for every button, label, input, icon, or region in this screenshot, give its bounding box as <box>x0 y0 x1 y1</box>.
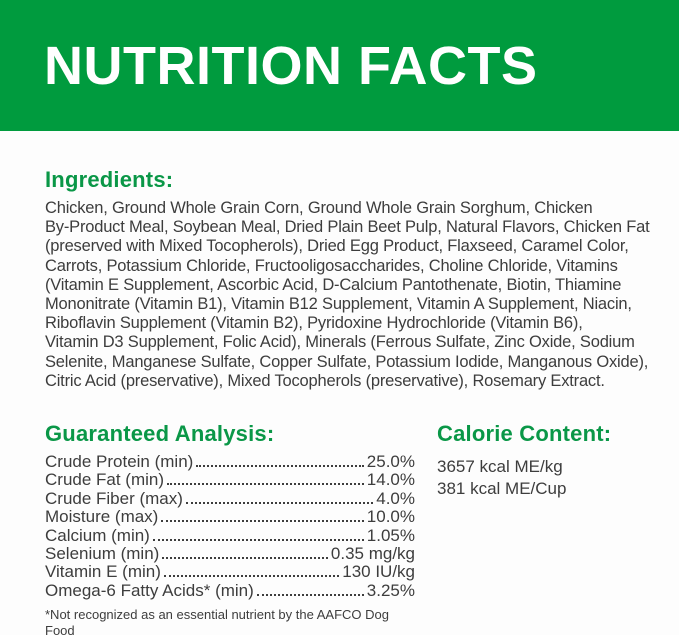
ingredients-section: Ingredients: Chicken, Ground Whole Grain… <box>45 167 650 391</box>
ingredients-heading: Ingredients: <box>45 167 174 192</box>
analysis-row: Omega-6 Fatty Acids* (min) 3.25% <box>45 580 415 600</box>
calorie-line-per-kg: 3657 kcal ME/kg <box>437 457 563 477</box>
analysis-footnote: *Not recognized as an essential nutrient… <box>45 607 389 635</box>
analysis-label: Omega-6 Fatty Acids* (min) <box>45 580 254 600</box>
analysis-value: 10.0% <box>366 507 415 527</box>
ingredients-text: Chicken, Ground Whole Grain Corn, Ground… <box>45 199 650 390</box>
dotted-leader <box>161 520 364 523</box>
dotted-leader <box>152 538 364 541</box>
analysis-table: Crude Protein (min) 25.0% Crude Fat (min… <box>45 452 415 600</box>
analysis-label: Crude Fat (min) <box>45 470 165 490</box>
label-content: Ingredients: Chicken, Ground Whole Grain… <box>0 167 679 635</box>
analysis-label: Selenium (min) <box>45 544 160 564</box>
analysis-row: Crude Fiber (max) 4.0% <box>45 488 415 508</box>
dotted-leader <box>185 501 374 504</box>
analysis-row: Crude Protein (min) 25.0% <box>45 452 415 472</box>
analysis-row: Vitamin E (min) 130 IU/kg <box>45 562 415 582</box>
dotted-leader <box>256 593 364 596</box>
page-title: NUTRITION FACTS <box>44 35 538 96</box>
analysis-row: Selenium (min) 0.35 mg/kg <box>45 544 415 564</box>
dotted-leader <box>196 465 364 468</box>
analysis-value: 130 IU/kg <box>342 562 415 582</box>
analysis-value: 1.05% <box>366 525 415 545</box>
analysis-value: 25.0% <box>366 452 415 472</box>
analysis-label: Vitamin E (min) <box>45 562 161 582</box>
analysis-label: Crude Fiber (max) <box>45 488 183 508</box>
calorie-content-heading: Calorie Content: <box>437 421 612 447</box>
analysis-value: 4.0% <box>376 488 415 508</box>
guaranteed-analysis-section: Guaranteed Analysis: Crude Protein (min)… <box>45 421 415 635</box>
header-banner: NUTRITION FACTS <box>0 0 679 131</box>
analysis-row: Moisture (max) 10.0% <box>45 507 415 527</box>
analysis-value: 3.25% <box>366 580 415 600</box>
analysis-label: Crude Protein (min) <box>45 452 194 472</box>
dotted-leader <box>167 483 364 486</box>
analysis-label: Calcium (min) <box>45 525 150 545</box>
guaranteed-analysis-heading: Guaranteed Analysis: <box>45 421 275 447</box>
dotted-leader <box>163 575 340 578</box>
analysis-value: 14.0% <box>366 470 415 490</box>
analysis-row: Crude Fat (min) 14.0% <box>45 470 415 490</box>
analysis-row: Calcium (min) 1.05% <box>45 525 415 545</box>
dotted-leader <box>162 557 328 560</box>
analysis-and-calories: Guaranteed Analysis: Crude Protein (min)… <box>45 421 641 635</box>
analysis-value: 0.35 mg/kg <box>330 544 415 564</box>
calorie-content-section: Calorie Content: 3657 kcal ME/kg 381 kca… <box>437 421 611 635</box>
calorie-line-per-cup: 381 kcal ME/Cup <box>437 478 567 498</box>
analysis-label: Moisture (max) <box>45 507 159 527</box>
